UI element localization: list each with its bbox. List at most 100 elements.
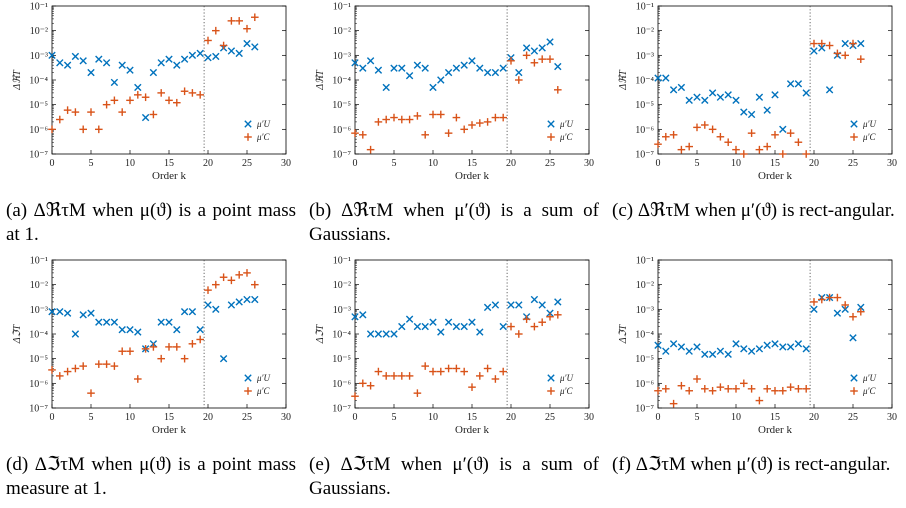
data-point-mu-u [196,325,204,334]
x-tick-label: 30 [887,158,897,169]
figure-caption: (f) ΔℑτΜ when μ′(ϑ) is rect-angular. [612,454,891,475]
data-point-mu-u [530,47,539,55]
data-point-mu-c [833,293,842,302]
y-tick-label: 10⁻³ [636,51,654,62]
data-point-mu-u [351,59,359,67]
data-point-mu-u [382,330,390,338]
chart-svg: 10⁻⁷ 10⁻⁶ 10⁻⁵ 10⁻⁴ 10⁻³ 10⁻² 10⁻¹ 0 5 10 15 20 25 30… [315,2,594,183]
chart-svg: 10⁻⁷ 10⁻⁶ 10⁻⁵ 10⁻⁴ 10⁻³ 10⁻² 10⁻¹ 0 5 10 15 20 25 30… [618,2,897,183]
data-point-mu-c [173,98,181,107]
figure-caption: (c) ΔℜτΜ when μ′(ϑ) is rect-angular. [612,200,895,221]
data-point-mu-u [212,52,220,61]
y-tick-label: 10⁻¹ [30,256,48,267]
data-point-mu-u [810,47,818,55]
x-tick-label: 15 [770,158,780,169]
data-point-mu-u [452,64,461,72]
data-point-mu-u [468,318,476,326]
data-point-mu-u [685,96,693,105]
data-point-mu-c [63,367,72,376]
data-point-mu-u [95,318,103,326]
data-point-mu-u [235,49,243,58]
data-point-mu-u [251,295,259,304]
data-point-mu-u [771,91,779,99]
data-point-mu-c [437,367,445,376]
data-point-mu-u [118,61,126,69]
data-point-mu-u [79,57,87,65]
data-point-mu-c [398,372,406,380]
y-tick-label: 10⁻⁷ [635,404,654,415]
data-point-mu-c [118,347,126,356]
data-point-mu-c [251,280,259,289]
x-tick-label: 5 [392,158,397,169]
data-point-mu-c [499,367,507,376]
data-point-mu-c [802,150,810,158]
x-tick-label: 15 [770,412,780,423]
data-point-mu-u [56,59,64,67]
legend-label: μ′C [862,386,876,396]
data-point-mu-u [219,354,228,363]
y-tick-label: 10⁻⁵ [29,354,48,365]
data-point-mu-u [841,39,849,48]
legend-label: μ′U [256,373,270,383]
data-point-mu-c [476,119,484,127]
data-point-mu-u [157,318,165,326]
data-point-mu-u [204,54,212,62]
data-point-mu-c [126,96,134,105]
y-tick-label: 10⁻⁶ [635,125,654,136]
data-point-mu-u [857,39,865,48]
data-point-mu-u [48,308,56,316]
data-point-mu-c [468,121,476,129]
y-tick-label: 10⁻⁷ [332,404,351,415]
data-point-mu-c [755,396,764,405]
data-point-mu-u [95,55,103,63]
data-point-mu-u [196,49,204,58]
plot-area-frame [657,259,893,409]
data-point-mu-u [554,62,562,71]
data-point-mu-c [669,131,678,139]
data-point-mu-u [857,303,865,312]
data-point-mu-u [499,64,507,72]
data-point-mu-c [546,312,554,321]
data-point-mu-u [747,347,756,355]
data-point-mu-u [716,347,725,355]
data-point-mu-u [833,309,842,317]
chart-svg: 10⁻⁷ 10⁻⁶ 10⁻⁵ 10⁻⁴ 10⁻³ 10⁻² 10⁻¹ 0 5 10 15 20 25 30… [618,256,897,437]
data-point-mu-u [204,301,212,309]
data-point-mu-c [849,312,857,321]
legend-marker [244,374,252,382]
data-point-mu-c [227,17,236,25]
data-point-mu-c [522,51,531,60]
data-point-mu-u [444,68,453,77]
data-point-mu-u [841,305,849,314]
data-point-mu-c [149,343,158,351]
data-point-mu-c [243,24,251,33]
data-point-mu-u [71,330,80,338]
data-point-mu-u [732,340,740,348]
chart-panel: 10⁻⁷ 10⁻⁶ 10⁻⁵ 10⁻⁴ 10⁻³ 10⁻² 10⁻¹ 0 5 10 15 20 25 30… [303,254,603,508]
data-point-mu-u [669,86,678,94]
x-tick-label: 10 [731,412,741,423]
data-point-mu-c [437,110,445,119]
chart-panel: 10⁻⁷ 10⁻⁶ 10⁻⁵ 10⁻⁴ 10⁻³ 10⁻² 10⁻¹ 0 5 10 15 20 25 30… [0,254,300,508]
data-point-mu-u [235,298,243,306]
data-point-mu-c [677,145,686,154]
x-tick-label: 20 [203,158,213,169]
y-tick-label: 10⁻² [30,280,48,291]
data-point-mu-u [413,61,422,69]
y-tick-label: 10⁻¹ [636,256,654,267]
data-point-mu-u [669,340,678,348]
x-tick-label: 5 [89,412,94,423]
data-point-mu-u [452,322,461,331]
data-point-mu-u [818,44,826,52]
data-point-mu-u [794,340,803,348]
data-point-mu-c [794,385,803,393]
data-point-mu-u [810,305,818,314]
data-point-mu-u [149,68,158,77]
x-tick-label: 5 [695,158,700,169]
data-point-mu-c [701,121,709,129]
y-tick-label: 10⁻⁶ [29,125,48,136]
data-point-mu-c [110,362,119,370]
x-tick-label: 10 [731,158,741,169]
data-point-mu-c [444,364,453,373]
data-point-mu-c [359,379,367,388]
